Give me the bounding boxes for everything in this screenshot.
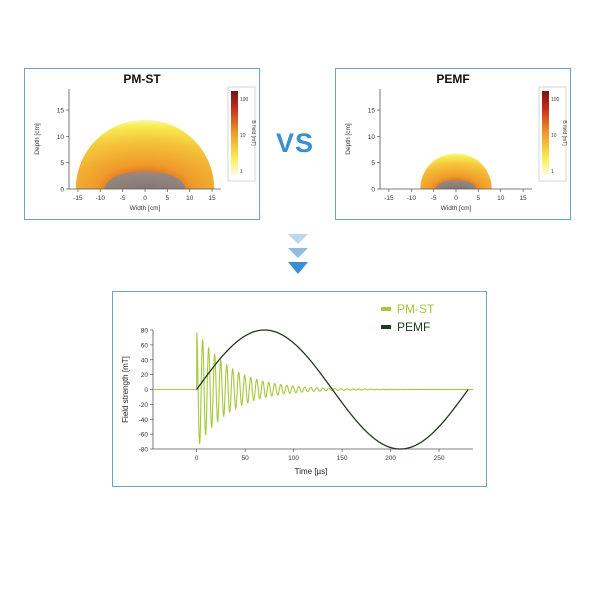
colorbar-tick-label: 10: [240, 133, 246, 139]
pemf-heatmap-chart: PEMF -15 -10 -5 0 5 10 15 0 5 10 15 Width [cm] Depth …: [345, 72, 567, 212]
x-tick-label: 15: [519, 195, 527, 202]
x-tick-label: -5: [431, 195, 437, 202]
x-tick-label: 0: [454, 195, 458, 202]
field-region: [420, 153, 492, 189]
y-tick-label: 0: [144, 387, 148, 394]
x-tick-label: 15: [208, 195, 216, 202]
x-tick-label: -15: [73, 195, 83, 202]
legend-label-pemf: PEMF: [397, 320, 430, 334]
y-tick-label: -80: [139, 447, 149, 454]
colorbar-tick-label: 100: [240, 97, 249, 103]
x-tick-label: 5: [166, 195, 170, 202]
x-tick-label: 0: [143, 195, 147, 202]
y-axis-label: Field strength [mT]: [121, 356, 130, 423]
x-axis-label: Width [cm]: [130, 205, 161, 212]
x-tick-label: 50: [242, 455, 250, 462]
y-tick-label: 20: [141, 372, 149, 379]
pemf-heatmap-panel: PEMF -15 -10 -5 0 5 10 15 0 5 10 15 Width [cm] Depth …: [335, 68, 571, 220]
vs-label: VS: [276, 128, 315, 158]
y-tick-label: 80: [141, 328, 149, 335]
field-core: [104, 170, 186, 189]
y-tick-label: 15: [368, 108, 376, 115]
x-tick-label: 0: [195, 455, 199, 462]
y-tick-label: 5: [371, 160, 375, 167]
colorbar-tick-label: 10: [551, 133, 557, 139]
pmst-heatmap-chart: PM-ST -15 -10 -5 0 5 10 15 0 5 10 15 Width [cm] Depth…: [34, 72, 256, 212]
y-tick-label: 10: [368, 134, 376, 141]
colorbar-tick-label: 100: [551, 97, 560, 103]
colorbar-tick-label: 1: [551, 169, 554, 175]
x-tick-label: -10: [407, 195, 417, 202]
y-tick-label: 15: [57, 108, 65, 115]
colorbar-label: B field [mT]: [561, 120, 567, 146]
field-core: [435, 179, 477, 189]
y-tick-label: 0: [60, 187, 64, 194]
colorbar-label: B field [mT]: [250, 120, 256, 146]
y-tick-label: 10: [57, 134, 65, 141]
x-tick-label: -5: [120, 195, 126, 202]
y-tick-label: 40: [141, 357, 149, 364]
x-tick-label: -10: [96, 195, 106, 202]
y-tick-label: -60: [139, 432, 149, 439]
x-tick-label: 5: [477, 195, 481, 202]
y-tick-label: 60: [141, 342, 149, 349]
x-tick-label: 10: [497, 195, 505, 202]
legend-label-pm-st: PM-ST: [397, 302, 435, 316]
y-axis-label: Depth [cm]: [34, 123, 41, 155]
x-tick-label: 150: [337, 455, 348, 462]
chart-title: PM-ST: [123, 72, 161, 86]
x-axis-label: Time [µs]: [295, 467, 328, 476]
x-tick-label: 10: [186, 195, 194, 202]
y-tick-label: 5: [60, 160, 64, 167]
x-tick-label: -15: [384, 195, 394, 202]
series-pm-st-line: [153, 332, 473, 445]
y-tick-label: 0: [371, 187, 375, 194]
x-axis-label: Width [cm]: [441, 205, 472, 212]
x-tick-label: 200: [385, 455, 396, 462]
y-tick-label: -40: [139, 417, 149, 424]
x-tick-label: 250: [434, 455, 445, 462]
series-pemf-line: [196, 329, 469, 450]
colorbar: [542, 91, 549, 175]
colorbar: [231, 91, 238, 175]
chart-title: PEMF: [436, 72, 469, 86]
pmst-heatmap-panel: PM-ST -15 -10 -5 0 5 10 15 0 5 10 15 Width [cm] Depth…: [24, 68, 260, 220]
down-arrows-icon: [286, 230, 310, 283]
field-region: [75, 119, 215, 189]
field-strength-panel: 80 60 40 20 0 -20 -40 -60 -80 0 50 100 150 200 250 Time…: [112, 291, 487, 487]
colorbar-tick-label: 1: [240, 169, 243, 175]
y-tick-label: -20: [139, 402, 149, 409]
y-axis-label: Depth [cm]: [345, 123, 352, 155]
x-tick-label: 100: [288, 455, 299, 462]
